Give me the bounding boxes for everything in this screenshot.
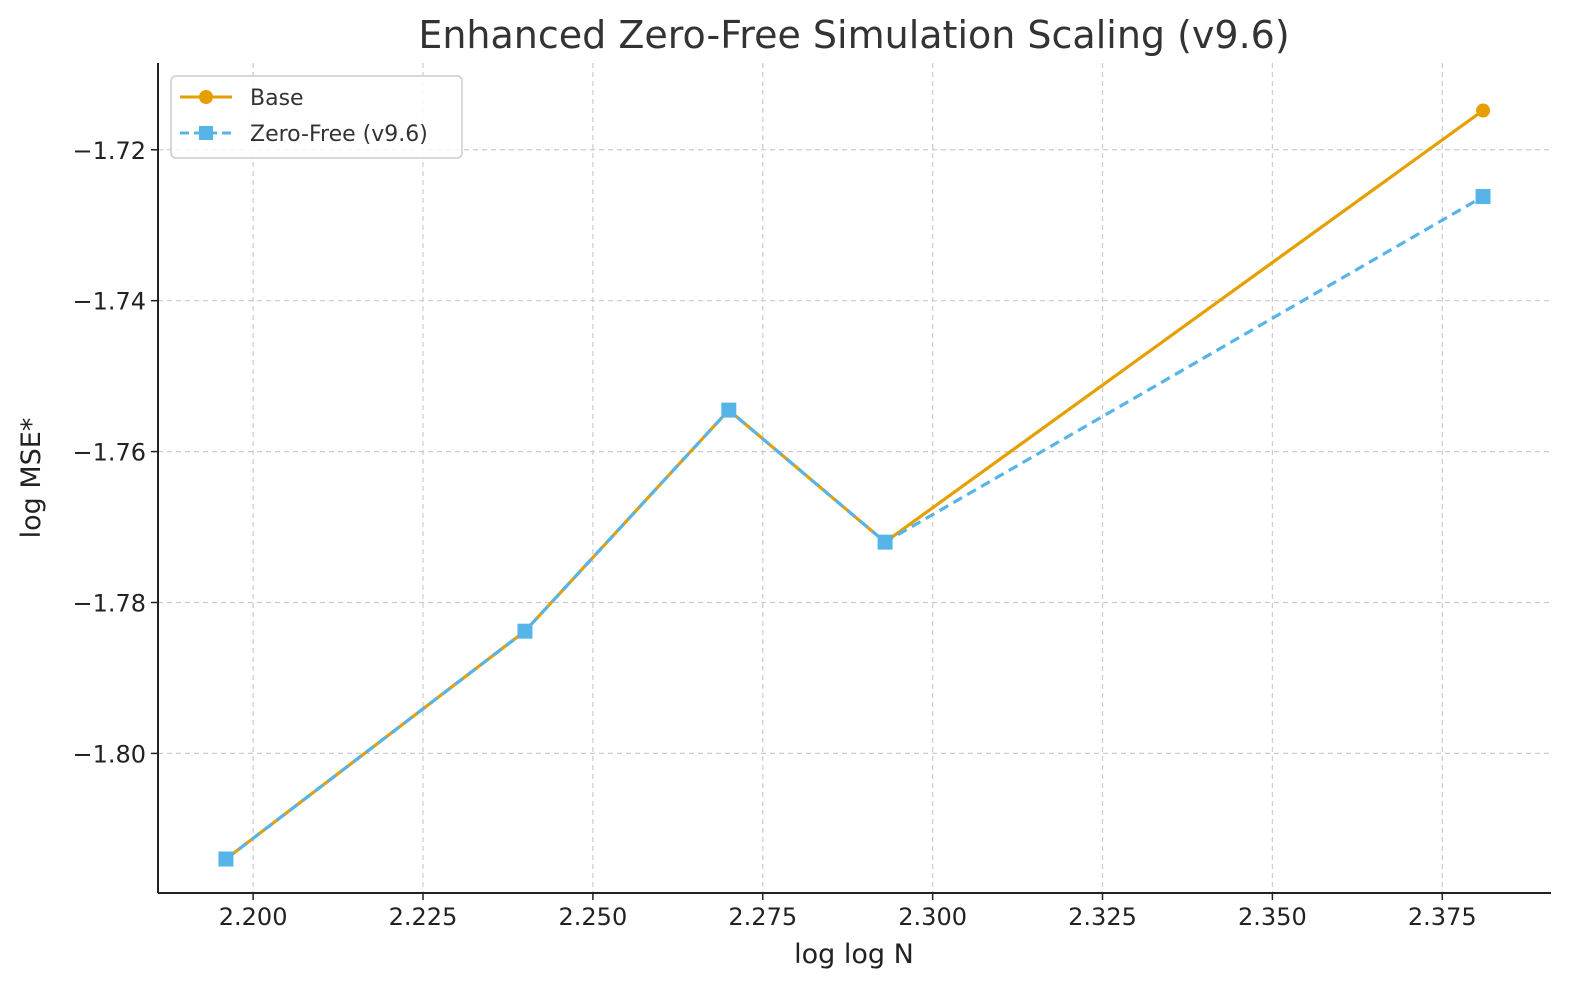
axes — [157, 63, 1551, 894]
data-point — [1476, 103, 1491, 118]
series-line — [225, 109, 1484, 861]
y-tick-label: −1.76 — [72, 439, 146, 467]
y-tick-label: −1.74 — [72, 288, 146, 316]
legend-label-zero-free: Zero-Free (v9.6) — [250, 122, 428, 147]
x-tick-label: 2.250 — [559, 903, 628, 931]
data-point — [721, 402, 737, 418]
series-layer — [218, 103, 1491, 867]
x-tick-label: 2.300 — [898, 903, 967, 931]
grid — [158, 63, 1551, 893]
x-tick-label: 2.350 — [1238, 903, 1307, 931]
series-0 — [218, 103, 1491, 867]
y-axis-label: log MSE* — [16, 418, 47, 539]
data-point — [1475, 189, 1491, 205]
y-tick-label: −1.78 — [72, 590, 146, 618]
legend-marker-zero-free — [199, 126, 213, 140]
x-tick-label: 2.325 — [1068, 903, 1137, 931]
data-point — [517, 623, 533, 639]
x-tick-label: 2.375 — [1408, 903, 1477, 931]
data-point — [218, 851, 234, 867]
x-axis-label: log log N — [794, 939, 914, 970]
y-tick-label: −1.80 — [72, 740, 146, 768]
legend: Base Zero-Free (v9.6) — [170, 75, 463, 159]
chart-title: Enhanced Zero-Free Simulation Scaling (v… — [418, 13, 1289, 57]
legend-marker-base — [199, 90, 213, 104]
legend-label-base: Base — [250, 86, 304, 111]
x-tick-label: 2.275 — [728, 903, 797, 931]
y-tick-label: −1.72 — [72, 137, 146, 165]
x-tick-label: 2.225 — [389, 903, 458, 931]
series-1 — [218, 189, 1491, 867]
legend-box — [170, 75, 463, 159]
series-line — [225, 195, 1484, 861]
ticks: 2.200 2.225 2.250 2.275 2.300 2.325 2.350 2.375… — [72, 137, 1476, 931]
x-tick-label: 2.200 — [219, 903, 288, 931]
data-point — [877, 534, 893, 550]
